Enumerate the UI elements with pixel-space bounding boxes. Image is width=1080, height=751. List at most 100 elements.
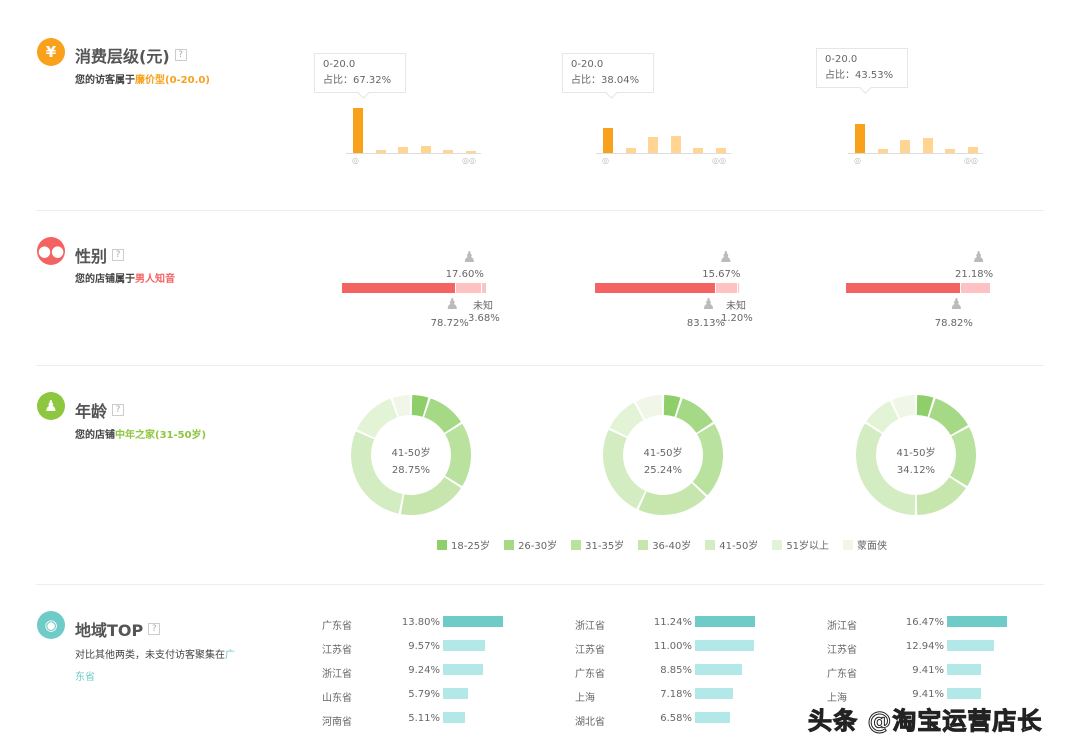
coins-stack-icon: ◎◎ xyxy=(712,156,726,165)
donut-segment[interactable] xyxy=(411,395,429,417)
region-title: 地域TOP? xyxy=(75,617,161,641)
region-bar[interactable] xyxy=(695,688,734,699)
region-bar[interactable] xyxy=(443,664,484,675)
legend-item[interactable]: 26-30岁 xyxy=(504,537,557,552)
tooltip-share: 占比：67.32% xyxy=(323,75,392,86)
region-percent: 9.41% xyxy=(912,665,944,676)
donut-segment[interactable] xyxy=(603,429,646,509)
donut-segment[interactable] xyxy=(856,423,916,515)
bar[interactable] xyxy=(465,150,476,153)
bar[interactable] xyxy=(443,149,453,153)
female-segment[interactable] xyxy=(714,283,738,293)
help-icon[interactable]: ? xyxy=(112,404,125,416)
legend-item[interactable]: 蒙面侠 xyxy=(843,537,887,552)
male-percent: 83.13% xyxy=(686,318,725,329)
donut-segment[interactable] xyxy=(635,395,663,420)
donut-segment[interactable] xyxy=(424,398,462,433)
male-icon: ♟ xyxy=(701,295,716,313)
coin-icon: ◎ xyxy=(854,156,861,165)
region-subtitle: 对比其他两类，未支付访客聚集在广 东省 xyxy=(75,650,235,683)
legend-swatch xyxy=(705,540,716,550)
donut-center-label: 41-50岁 xyxy=(391,448,431,459)
region-bar[interactable] xyxy=(947,688,982,699)
region-percent: 9.41% xyxy=(912,689,944,700)
donut-center-value: 25.24% xyxy=(643,465,683,476)
bar[interactable] xyxy=(967,146,978,153)
region-bar[interactable] xyxy=(695,664,743,675)
legend-swatch xyxy=(638,540,649,550)
legend-item[interactable]: 41-50岁 xyxy=(705,537,758,552)
legend-swatch xyxy=(772,540,783,550)
legend-item[interactable]: 36-40岁 xyxy=(638,537,691,552)
bar[interactable] xyxy=(715,148,726,153)
bar[interactable] xyxy=(603,127,613,153)
donut-segment[interactable] xyxy=(400,477,462,515)
donut-segment[interactable] xyxy=(891,395,916,419)
bar[interactable] xyxy=(945,148,955,153)
help-icon[interactable]: ? xyxy=(148,623,161,635)
region-bar[interactable] xyxy=(947,616,1007,627)
donut-segment[interactable] xyxy=(663,395,681,417)
region-bar[interactable] xyxy=(443,616,503,627)
donut-segment[interactable] xyxy=(638,482,706,515)
bar[interactable] xyxy=(398,146,408,153)
donut-segment[interactable] xyxy=(445,423,471,487)
help-icon[interactable]: ? xyxy=(174,49,187,61)
bar[interactable] xyxy=(670,135,681,153)
donut-segment[interactable] xyxy=(609,402,644,437)
male-percent: 78.72% xyxy=(430,318,469,329)
donut-segment[interactable] xyxy=(676,398,714,433)
region-name: 山东省 xyxy=(322,693,352,704)
region-bar[interactable] xyxy=(443,640,485,651)
bar[interactable] xyxy=(353,108,363,153)
donut-segment[interactable] xyxy=(916,395,934,417)
bar[interactable] xyxy=(922,137,933,153)
donut-segment[interactable] xyxy=(929,398,968,436)
region-bar[interactable] xyxy=(947,640,995,651)
region-percent: 9.24% xyxy=(408,665,440,676)
region-bar[interactable] xyxy=(443,712,466,723)
donut-segment[interactable] xyxy=(950,427,976,487)
bar[interactable] xyxy=(877,148,888,153)
legend-item[interactable]: 51岁以上 xyxy=(772,537,829,552)
bar[interactable] xyxy=(375,150,386,153)
unknown-percent: 3.68% xyxy=(468,313,500,324)
male-segment[interactable] xyxy=(342,283,456,293)
coin-icon: ◎ xyxy=(602,156,609,165)
male-segment[interactable] xyxy=(846,283,960,293)
bar[interactable] xyxy=(693,147,703,153)
bar[interactable] xyxy=(420,145,431,153)
region-bar[interactable] xyxy=(947,664,982,675)
female-segment[interactable] xyxy=(959,283,990,293)
region-bar[interactable] xyxy=(695,616,755,627)
region-bar[interactable] xyxy=(695,640,754,651)
bar[interactable] xyxy=(900,139,910,153)
region-name: 江苏省 xyxy=(575,645,605,656)
bar[interactable] xyxy=(855,123,865,153)
bar[interactable] xyxy=(648,136,658,153)
region-name: 河南省 xyxy=(322,717,352,728)
region-percent: 7.18% xyxy=(660,689,692,700)
donut-segment[interactable] xyxy=(351,431,403,514)
region-bar[interactable] xyxy=(695,712,731,723)
help-icon[interactable]: ? xyxy=(112,249,125,261)
legend-item[interactable]: 18-25岁 xyxy=(437,537,490,552)
donut-segment[interactable] xyxy=(916,477,967,515)
female-segment[interactable] xyxy=(455,283,481,293)
region-name: 江苏省 xyxy=(322,645,352,656)
age-donut xyxy=(856,395,976,515)
donut-segment[interactable] xyxy=(356,398,398,438)
unknown-segment[interactable] xyxy=(480,283,486,293)
unknown-label: 未知 xyxy=(726,301,746,312)
gender-bar xyxy=(595,283,739,293)
bar[interactable] xyxy=(625,148,636,153)
unknown-segment[interactable] xyxy=(737,283,739,293)
legend-label: 31-35岁 xyxy=(585,541,625,552)
legend-item[interactable]: 31-35岁 xyxy=(571,537,624,552)
donut-segment[interactable] xyxy=(692,423,723,496)
region-bar[interactable] xyxy=(443,688,469,699)
tooltip: 0-20.0 占比：43.53% xyxy=(816,48,908,88)
male-segment[interactable] xyxy=(595,283,715,293)
donut-segment[interactable] xyxy=(866,401,899,433)
donut-segment[interactable] xyxy=(392,395,411,417)
